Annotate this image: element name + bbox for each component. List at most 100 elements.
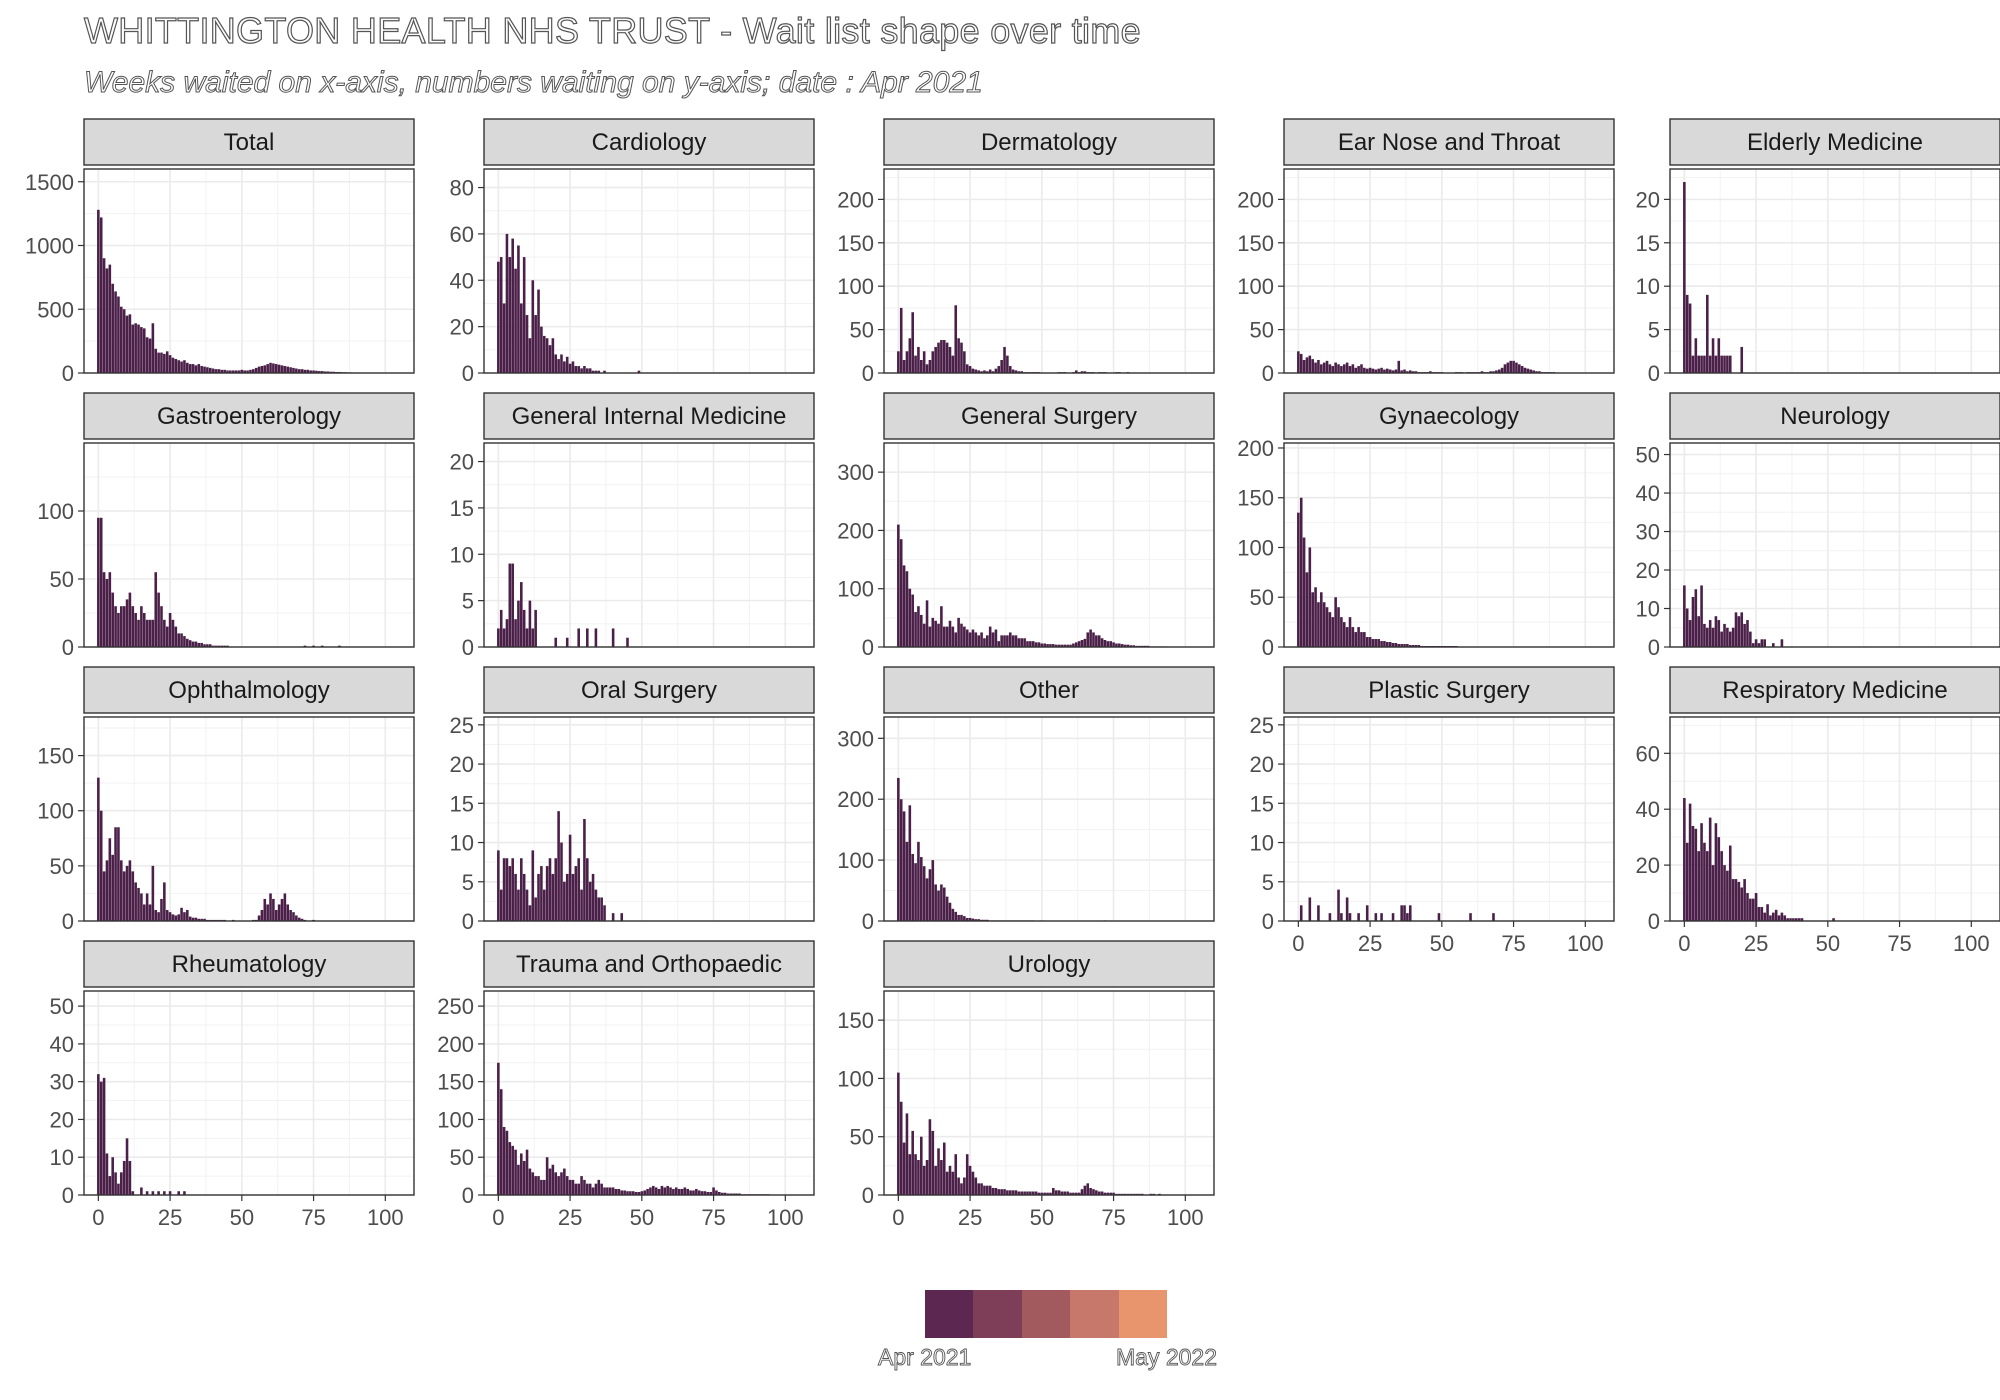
bar bbox=[583, 1179, 586, 1195]
bar bbox=[277, 364, 281, 373]
y-tick-label: 0 bbox=[1262, 635, 1274, 660]
bar bbox=[1700, 355, 1703, 373]
bar bbox=[934, 1165, 937, 1195]
bar bbox=[1037, 1192, 1041, 1195]
y-tick-label: 10 bbox=[450, 831, 474, 856]
bar bbox=[899, 539, 903, 647]
bar bbox=[246, 370, 249, 373]
bar bbox=[897, 351, 900, 373]
bar bbox=[183, 1191, 186, 1195]
y-tick-label: 1000 bbox=[25, 234, 74, 259]
bar bbox=[1331, 617, 1335, 647]
bar bbox=[1749, 631, 1752, 647]
bar bbox=[977, 370, 980, 373]
y-tick-label: 150 bbox=[1237, 231, 1274, 256]
bar bbox=[1046, 1192, 1049, 1195]
bar bbox=[140, 606, 143, 647]
y-tick-label: 25 bbox=[1250, 713, 1274, 738]
bar bbox=[897, 524, 900, 647]
facet-strip-oral-surgery bbox=[483, 666, 815, 714]
bar bbox=[960, 623, 963, 647]
bar bbox=[942, 1142, 946, 1195]
bar bbox=[563, 881, 566, 921]
y-tick-label: 0 bbox=[862, 909, 874, 934]
x-tick-label: 50 bbox=[630, 1205, 654, 1230]
bar bbox=[140, 327, 143, 373]
bar bbox=[1308, 355, 1312, 373]
bar bbox=[1322, 362, 1326, 373]
bar bbox=[108, 572, 112, 647]
y-tick-label: 30 bbox=[50, 1070, 74, 1095]
bar bbox=[1685, 608, 1689, 647]
bar bbox=[186, 638, 189, 647]
bar bbox=[1299, 905, 1303, 921]
bar bbox=[974, 919, 978, 921]
bar bbox=[105, 579, 109, 647]
facet-label-plastic-surgery: Plastic Surgery bbox=[1368, 677, 1529, 704]
bar bbox=[902, 811, 906, 921]
bar bbox=[1503, 364, 1507, 373]
bar bbox=[114, 606, 117, 647]
bar bbox=[1723, 355, 1726, 373]
bar bbox=[540, 326, 543, 373]
bar bbox=[729, 1193, 733, 1195]
bar bbox=[980, 371, 983, 373]
bar bbox=[611, 913, 615, 921]
bar bbox=[122, 1161, 126, 1195]
bar bbox=[1089, 629, 1092, 647]
bar bbox=[1060, 1191, 1064, 1195]
bar bbox=[1357, 366, 1360, 373]
bar bbox=[1374, 913, 1378, 921]
bar bbox=[1357, 627, 1360, 647]
bar bbox=[948, 620, 952, 647]
y-tick-label: 300 bbox=[837, 726, 874, 751]
bar bbox=[318, 371, 321, 373]
bar bbox=[594, 628, 598, 647]
bar bbox=[1374, 369, 1378, 373]
bar bbox=[1706, 294, 1709, 373]
bar bbox=[108, 264, 112, 373]
bar bbox=[120, 306, 123, 373]
facet-label-trauma-and-orthopaedic: Trauma and Orthopaedic bbox=[516, 951, 782, 978]
bar bbox=[151, 1191, 155, 1195]
legend-swatch bbox=[1021, 1290, 1071, 1338]
bar bbox=[1403, 644, 1406, 647]
panel-bg-gynaecology bbox=[1284, 443, 1614, 647]
bar bbox=[591, 370, 595, 373]
bar bbox=[1072, 643, 1075, 647]
bar bbox=[191, 641, 195, 647]
bar bbox=[557, 359, 560, 373]
bar bbox=[277, 904, 281, 921]
facet-strip-neurology bbox=[1669, 392, 2000, 440]
facet-strip-general-surgery bbox=[883, 392, 1215, 440]
bar bbox=[1711, 338, 1715, 373]
bar bbox=[142, 328, 146, 373]
bar bbox=[1683, 798, 1686, 921]
legend-low-label: Apr 2021 bbox=[878, 1344, 972, 1371]
bar bbox=[194, 641, 198, 647]
bar bbox=[303, 369, 307, 373]
bar bbox=[1429, 371, 1432, 373]
bar bbox=[1103, 1192, 1107, 1195]
bar bbox=[114, 291, 117, 373]
bar bbox=[554, 858, 558, 921]
bar bbox=[108, 838, 112, 921]
bar bbox=[1106, 1192, 1110, 1195]
y-tick-label: 0 bbox=[1648, 909, 1660, 934]
bar bbox=[203, 918, 206, 921]
bar bbox=[899, 1101, 903, 1195]
bar bbox=[934, 884, 937, 921]
bar bbox=[272, 363, 275, 373]
bar bbox=[128, 314, 132, 373]
bar bbox=[511, 1145, 514, 1195]
panel-frame-elderly-medicine bbox=[1669, 168, 2000, 374]
y-tick-label: 150 bbox=[837, 231, 874, 256]
bar bbox=[540, 1179, 543, 1195]
bar bbox=[908, 338, 912, 373]
bar bbox=[902, 359, 906, 373]
bar bbox=[1014, 1190, 1018, 1195]
bar bbox=[1317, 359, 1320, 373]
bar bbox=[917, 606, 920, 647]
bar bbox=[1348, 366, 1352, 373]
bar bbox=[188, 916, 192, 921]
